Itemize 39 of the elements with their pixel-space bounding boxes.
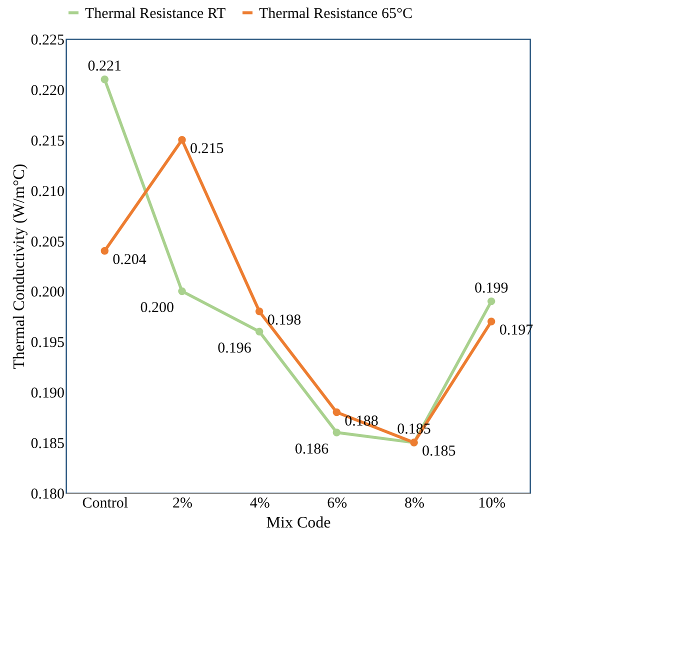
point: [332, 408, 341, 416]
y-tick-label: 0.180: [30, 486, 64, 502]
point: [178, 136, 186, 144]
y-tick-label: 0.205: [30, 234, 64, 250]
data-label: 0.185: [422, 444, 456, 460]
y-axis-title: Thermal Conductivity (W/m°C): [10, 164, 28, 370]
data-label: 0.215: [190, 140, 224, 157]
data-label: 0.198: [267, 312, 302, 328]
point: [487, 318, 496, 326]
x-tick-label: 8%: [404, 496, 424, 512]
data-label: 0.204: [112, 252, 147, 268]
point: [100, 75, 109, 84]
legend-label: Thermal Resistance 65°C: [259, 6, 412, 22]
point: [178, 287, 186, 296]
x-tick-label: 4%: [250, 496, 270, 512]
point: [255, 308, 264, 316]
y-tick-label: 0.210: [30, 184, 64, 200]
y-tick-label: 0.200: [30, 284, 64, 301]
point: [487, 297, 496, 306]
data-label: 0.221: [88, 58, 122, 74]
y-tick-label: 0.215: [30, 133, 64, 150]
data-label: 0.196: [218, 340, 252, 357]
data-label: 0.200: [140, 300, 174, 316]
data-label: 0.199: [474, 280, 508, 296]
x-tick-label: 10%: [478, 496, 506, 512]
y-tick-label: 0.190: [30, 386, 64, 402]
data-label: 0.186: [294, 441, 330, 458]
y-tick-label: 0.220: [30, 82, 64, 99]
legend-label: Thermal Resistance RT: [85, 6, 226, 22]
x-axis-title: Mix Code: [266, 514, 331, 532]
point: [332, 428, 341, 436]
point: [255, 328, 264, 336]
y-tick-label: 0.225: [30, 32, 64, 48]
x-tick-label: 2%: [172, 496, 192, 512]
y-tick-label: 0.195: [30, 335, 64, 352]
x-tick-label: 6%: [327, 496, 348, 512]
x-tick-label: Control: [82, 496, 128, 512]
point: [100, 247, 109, 255]
y-tick-label: 0.185: [30, 436, 64, 452]
